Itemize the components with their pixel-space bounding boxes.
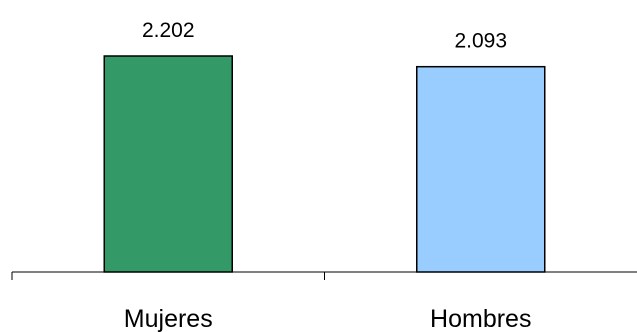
- tick-label-mujeres: Mujeres: [124, 305, 213, 332]
- data-label-hombres: 2.093: [454, 30, 507, 53]
- bar-mujeres: [103, 55, 233, 273]
- tick-label-hombres: Hombres: [430, 305, 531, 332]
- labels-layer: 2.202 Mujeres 2.093 Hombres: [124, 19, 532, 332]
- data-label-mujeres: 2.202: [142, 19, 195, 42]
- bars-layer: [103, 55, 546, 273]
- x-axis: [11, 271, 637, 280]
- bar-hombres: [416, 65, 546, 273]
